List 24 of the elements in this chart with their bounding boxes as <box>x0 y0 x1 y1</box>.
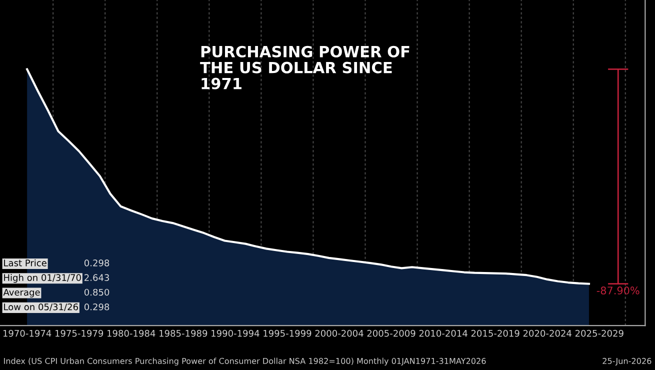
annotation: Low on 05/31/26 <box>4 303 78 312</box>
annotation: 0.298 <box>84 260 110 266</box>
annotation: Last Price <box>4 259 46 266</box>
annotation: 2.643 <box>84 274 109 282</box>
x-tick-label: 1970-1974 <box>3 330 52 337</box>
x-tick-label: 2020-2024 <box>523 330 572 337</box>
x-tick-label: 1980-1984 <box>108 330 156 337</box>
x-tick-label: 1995-1999 <box>264 330 312 337</box>
annotation: -87.90% <box>596 286 640 294</box>
annotation: High on 01/31/70 <box>4 274 81 283</box>
annotation: 0.850 <box>84 288 110 296</box>
x-tick-label: 1975-1979 <box>55 330 104 337</box>
text: 25-Jun-2026 <box>602 358 652 366</box>
x-tick-label: 1985-1989 <box>160 330 208 337</box>
x-tick-label: 1990-1994 <box>212 330 260 337</box>
x-tick-label: 2015-2019 <box>471 330 520 337</box>
x-tick-label: 2025-2029 <box>575 330 624 337</box>
annotation: Average <box>3 288 40 298</box>
x-tick-label: 2005-2009 <box>367 330 416 337</box>
x-tick-label: 2010-2014 <box>419 330 468 337</box>
x-tick-label: 2000-2004 <box>315 330 364 337</box>
annotation: 0.298 <box>84 303 110 310</box>
chart-title: PURCHASING POWER OF THE US DOLLAR SINCE 1971 <box>200 46 410 90</box>
text: Index (US CPI Urban Consumers Purchasing Power of Consumer Dollar NSA 1982=100) Monthly 01JAN1971-31MAY2026 <box>4 358 486 366</box>
